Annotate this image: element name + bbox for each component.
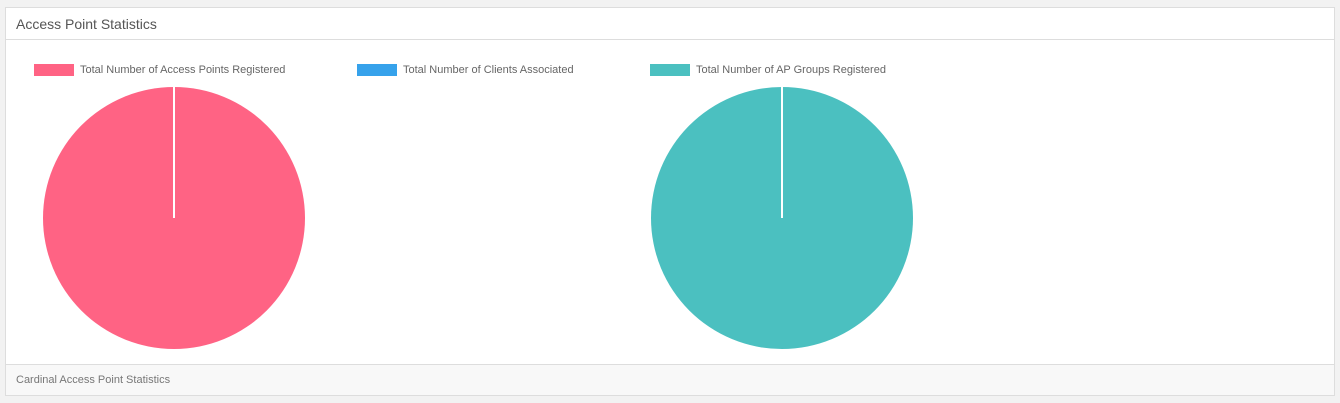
panel-footer: Cardinal Access Point Statistics	[6, 364, 1334, 395]
legend-swatch-clients	[357, 64, 397, 76]
pie-chart-ap-groups	[651, 87, 913, 349]
legend-item-clients[interactable]: Total Number of Clients Associated	[357, 63, 574, 77]
legend-label-ap-groups: Total Number of AP Groups Registered	[696, 64, 886, 76]
access-point-statistics-panel: Access Point Statistics Total Number of …	[5, 7, 1335, 396]
legend-label-clients: Total Number of Clients Associated	[403, 64, 574, 76]
legend-item-ap-groups[interactable]: Total Number of AP Groups Registered	[650, 63, 886, 77]
panel-title: Access Point Statistics	[6, 8, 1334, 40]
legend-swatch-ap-groups	[650, 64, 690, 76]
chart-area: Total Number of Access Points Registered…	[6, 40, 1334, 365]
legend-label-access-points: Total Number of Access Points Registered	[80, 64, 286, 76]
legend-item-access-points[interactable]: Total Number of Access Points Registered	[34, 63, 285, 77]
pie-chart-access-points	[43, 87, 305, 349]
pie-charts	[43, 87, 913, 349]
legend-swatch-access-points	[34, 64, 74, 76]
